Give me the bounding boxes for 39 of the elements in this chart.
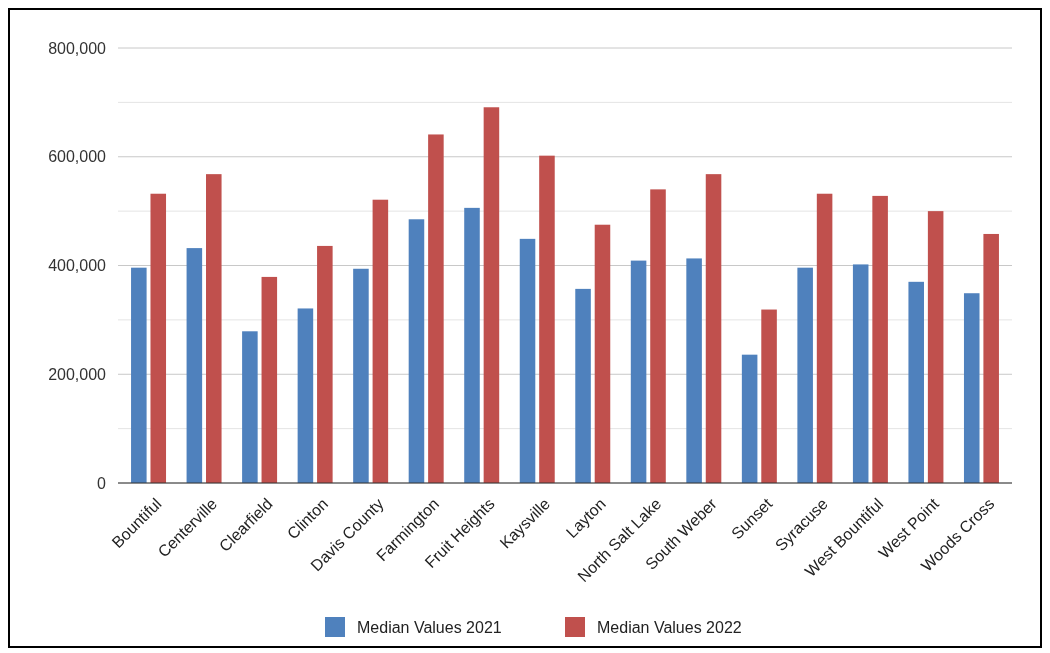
bar (150, 193, 167, 483)
bar (464, 207, 480, 483)
bar (575, 288, 591, 483)
bar (408, 219, 425, 483)
bar (594, 224, 611, 483)
bar (927, 211, 944, 483)
bar (317, 245, 333, 483)
bar (852, 264, 869, 483)
bar (131, 267, 147, 483)
legend-label: Median Values 2021 (357, 618, 502, 636)
bar (630, 260, 647, 483)
bar (353, 268, 369, 483)
y-tick-label: 600,000 (48, 148, 107, 166)
bar (797, 267, 813, 483)
bar (372, 199, 389, 483)
y-tick-label: 400,000 (48, 257, 107, 275)
bar (741, 354, 758, 483)
legend-label: Median Values 2022 (597, 618, 742, 636)
bar (761, 309, 777, 483)
bar (242, 331, 258, 483)
bar (872, 195, 888, 483)
bar (686, 258, 702, 483)
bar (539, 155, 555, 483)
bar (705, 174, 722, 483)
bar (483, 107, 500, 483)
bar (519, 238, 536, 483)
bar (297, 308, 314, 483)
bar (186, 248, 203, 483)
bar (816, 193, 833, 483)
bar (983, 233, 999, 483)
bar (428, 134, 444, 483)
bar (908, 281, 924, 483)
bar (963, 293, 980, 483)
y-tick-label: 800,000 (48, 39, 107, 57)
bar (206, 174, 222, 483)
y-tick-label: 200,000 (48, 365, 107, 383)
bar (650, 189, 666, 483)
y-tick-label: 0 (97, 474, 107, 492)
bar (261, 276, 278, 483)
